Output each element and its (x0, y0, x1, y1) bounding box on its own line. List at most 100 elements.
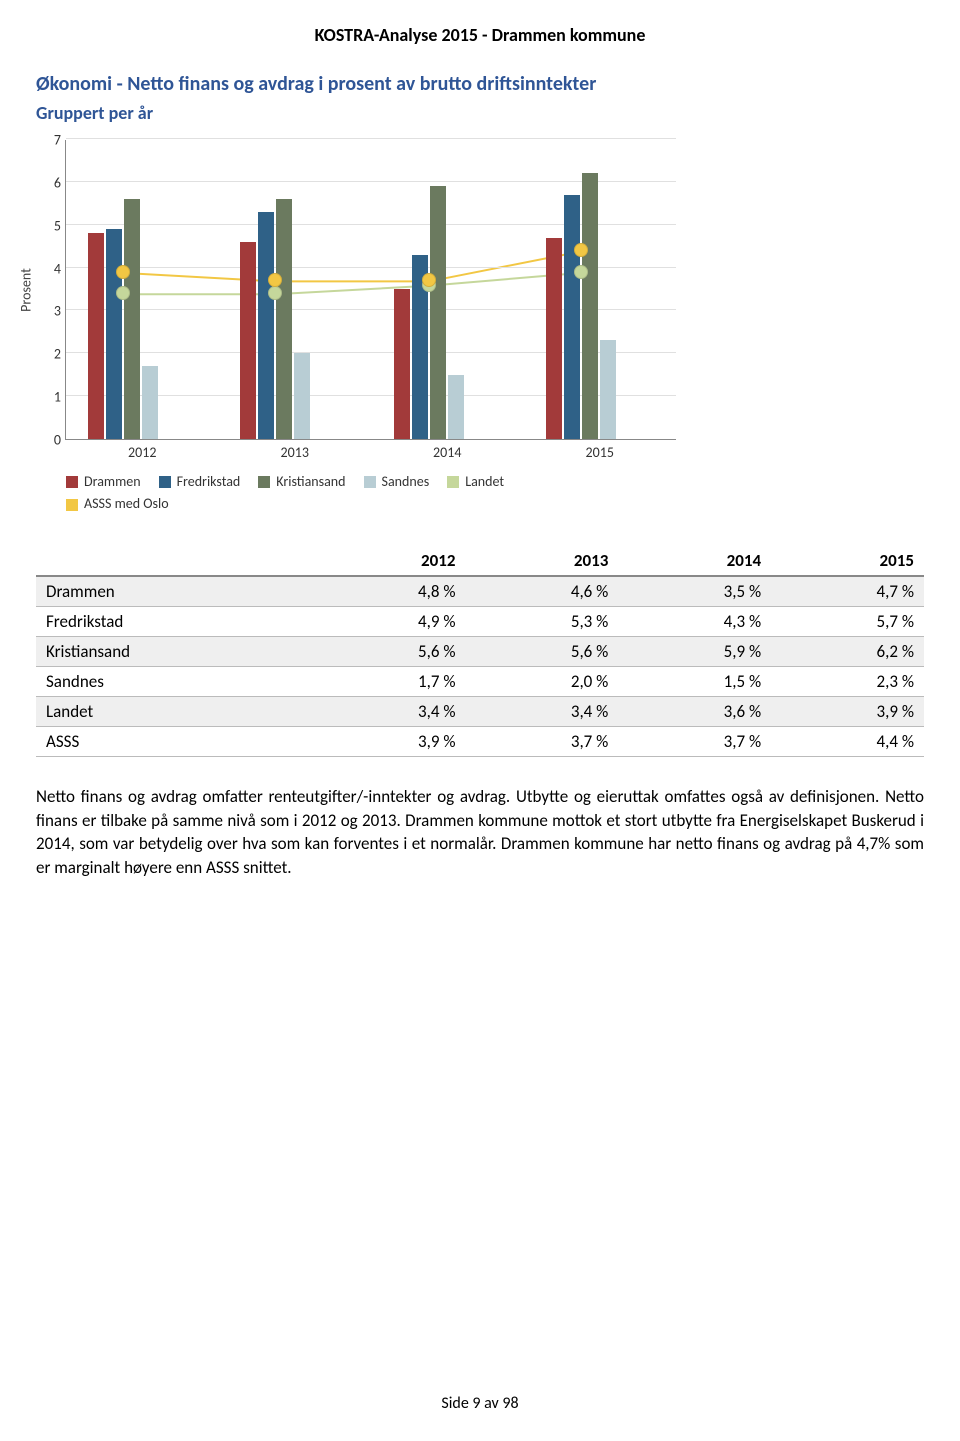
table-row: Drammen4,8 %4,6 %3,5 %4,7 % (36, 576, 924, 607)
table-cell: 3,4 % (313, 696, 466, 726)
ytick-label: 0 (54, 432, 61, 449)
legend-swatch (258, 476, 270, 488)
xtick-label: 2012 (66, 444, 219, 461)
chart-legend: Drammen Fredrikstad Kristiansand Sandnes Lan… (66, 471, 676, 516)
legend-swatch (159, 476, 171, 488)
table-cell: 5,7 % (771, 606, 924, 636)
bar (294, 353, 310, 439)
table-cell: 5,6 % (313, 636, 466, 666)
table-cell: Sandnes (36, 666, 313, 696)
table-cell: 3,9 % (771, 696, 924, 726)
line-marker (422, 273, 436, 287)
bar-group (394, 186, 464, 439)
legend-item: ASSS med Oslo (66, 493, 169, 515)
table-cell: 4,6 % (465, 576, 618, 607)
table-header-cell: 2013 (465, 546, 618, 576)
legend-item: Kristiansand (258, 471, 345, 493)
table-row: Fredrikstad4,9 %5,3 %4,3 %5,7 % (36, 606, 924, 636)
table-cell: 4,8 % (313, 576, 466, 607)
xtick-label: 2015 (524, 444, 677, 461)
bar-group (88, 199, 158, 439)
bar (240, 242, 256, 439)
table-cell: 5,9 % (618, 636, 771, 666)
bar (258, 212, 274, 439)
table-cell: 4,9 % (313, 606, 466, 636)
ytick-label: 1 (54, 389, 61, 406)
legend-swatch (66, 476, 78, 488)
ytick-label: 3 (54, 303, 61, 320)
bar (124, 199, 140, 439)
ytick-label: 6 (54, 174, 61, 191)
legend-label: Kristiansand (276, 471, 345, 493)
bar (394, 289, 410, 439)
line-marker (268, 286, 282, 300)
legend-item: Sandnes (364, 471, 430, 493)
table-header-cell (36, 546, 313, 576)
table-cell: 4,3 % (618, 606, 771, 636)
table-cell: 1,5 % (618, 666, 771, 696)
xtick-label: 2013 (219, 444, 372, 461)
legend-swatch (66, 499, 78, 511)
table-cell: 5,3 % (465, 606, 618, 636)
table-cell: ASSS (36, 726, 313, 756)
chart-yaxis: 01234567 (36, 140, 66, 440)
legend-item: Drammen (66, 471, 141, 493)
chart-plot (66, 140, 676, 440)
table-cell: Kristiansand (36, 636, 313, 666)
table-row: Landet3,4 %3,4 %3,6 %3,9 % (36, 696, 924, 726)
chart-title: Økonomi - Netto finans og avdrag i prose… (36, 72, 924, 96)
bar (582, 173, 598, 439)
table-cell: 4,4 % (771, 726, 924, 756)
xtick-label: 2014 (371, 444, 524, 461)
legend-label: ASSS med Oslo (84, 493, 169, 515)
bar (430, 186, 446, 439)
bar-group (240, 199, 310, 439)
ytick-label: 5 (54, 217, 61, 234)
legend-label: Drammen (84, 471, 141, 493)
legend-item: Fredrikstad (159, 471, 241, 493)
bar (106, 229, 122, 439)
legend-item: Landet (447, 471, 504, 493)
table-cell: Fredrikstad (36, 606, 313, 636)
ytick-label: 2 (54, 346, 61, 363)
document-header: KOSTRA-Analyse 2015 - Drammen kommune (36, 24, 924, 46)
bar (142, 366, 158, 439)
table-header-cell: 2015 (771, 546, 924, 576)
table-row: ASSS3,9 %3,7 %3,7 %4,4 % (36, 726, 924, 756)
table-row: Kristiansand5,6 %5,6 %5,9 %6,2 % (36, 636, 924, 666)
ytick-label: 7 (54, 132, 61, 149)
table-cell: 3,7 % (618, 726, 771, 756)
table-header-cell: 2012 (313, 546, 466, 576)
data-table: 2012201320142015 Drammen4,8 %4,6 %3,5 %4… (36, 546, 924, 757)
table-cell: 3,5 % (618, 576, 771, 607)
line-marker (268, 273, 282, 287)
table-cell: 6,2 % (771, 636, 924, 666)
bar-group (546, 173, 616, 439)
legend-label: Fredrikstad (177, 471, 241, 493)
bar (564, 195, 580, 439)
table-header-cell: 2014 (618, 546, 771, 576)
legend-label: Sandnes (382, 471, 430, 493)
table-cell: Drammen (36, 576, 313, 607)
table-cell: 3,6 % (618, 696, 771, 726)
table-cell: 2,3 % (771, 666, 924, 696)
line-marker (116, 286, 130, 300)
line-marker (574, 265, 588, 279)
chart: Prosent 01234567 2012201320142015 Dramme… (36, 140, 676, 516)
table-cell: Landet (36, 696, 313, 726)
table-cell: 3,9 % (313, 726, 466, 756)
bar (546, 238, 562, 439)
page-footer: Side 9 av 98 (0, 1394, 960, 1413)
table-cell: 1,7 % (313, 666, 466, 696)
legend-swatch (364, 476, 376, 488)
table-cell: 2,0 % (465, 666, 618, 696)
bar (88, 233, 104, 439)
line-marker (116, 265, 130, 279)
line-marker (574, 243, 588, 257)
table-cell: 4,7 % (771, 576, 924, 607)
chart-ylabel: Prosent (18, 268, 35, 312)
ytick-label: 4 (54, 260, 61, 277)
chart-xlabels: 2012201320142015 (66, 440, 676, 461)
table-cell: 3,7 % (465, 726, 618, 756)
bar (448, 375, 464, 439)
